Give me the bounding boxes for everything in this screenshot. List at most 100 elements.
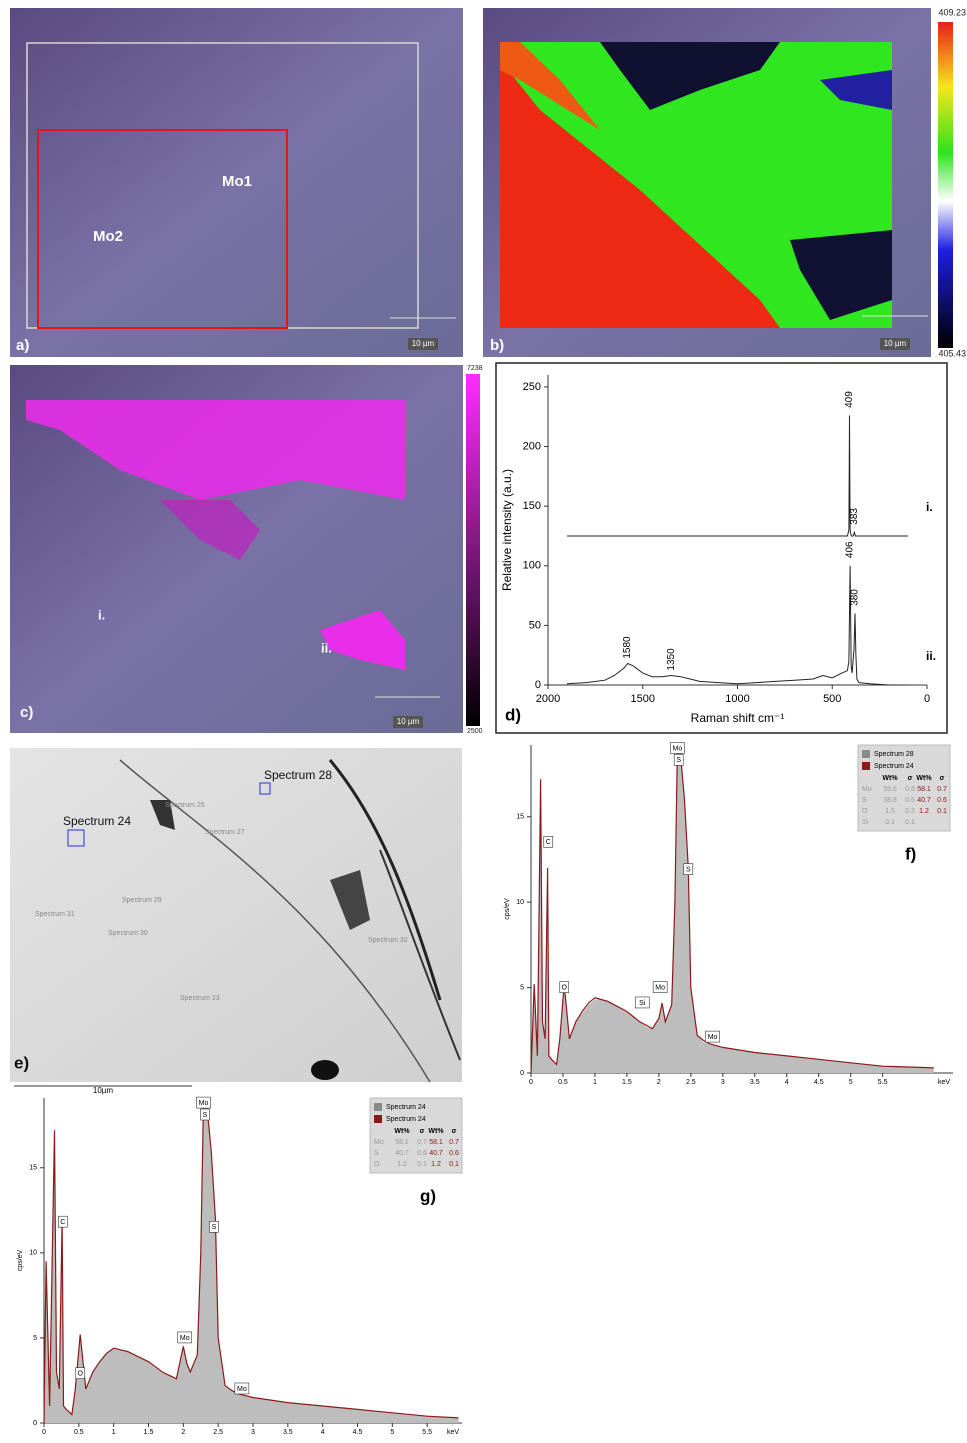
defect	[311, 1060, 339, 1080]
spectrum-label: Spectrum 25	[165, 802, 205, 809]
x-tick-label: 5	[849, 1079, 853, 1086]
table-header: Wt%	[428, 1128, 444, 1135]
x-tick-label: 1.5	[144, 1429, 154, 1436]
panel-label: e)	[14, 1053, 29, 1072]
legend-swatch	[862, 750, 870, 758]
x-axis-label: keV	[447, 1429, 459, 1436]
peak-label: Mo	[199, 1100, 209, 1107]
y-tick-label: 0	[520, 1070, 524, 1077]
peak-label-box	[652, 981, 668, 993]
y-tick-label: 10	[516, 899, 524, 906]
legend-box	[857, 744, 951, 832]
table-cell: 0.1	[417, 1161, 427, 1168]
peak-label: 409	[844, 391, 855, 408]
peak-label: 406	[845, 541, 856, 558]
table-cell: Mo	[862, 786, 872, 793]
x-tick-label: 5.5	[422, 1429, 432, 1436]
x-tick-label: 3	[251, 1429, 255, 1436]
x-tick-label: 0	[42, 1429, 46, 1436]
x-tick-label: 4.5	[353, 1429, 363, 1436]
peak-label: S	[686, 867, 691, 874]
table-cell: 1.2	[431, 1161, 441, 1168]
peak-label: C	[60, 1219, 65, 1226]
spectrum-label: Spectrum 28	[264, 768, 332, 782]
spectrum-label: Spectrum 23	[180, 995, 220, 1002]
peak-label: C	[546, 839, 551, 846]
legend-swatch	[374, 1115, 382, 1123]
x-tick-label: 1500	[631, 693, 655, 705]
panel-c: i. ii. 10 µm c) 7238 2500	[10, 365, 483, 735]
x-tick-label: 0	[529, 1079, 533, 1086]
table-cell: 40.7	[429, 1150, 443, 1157]
scale-box	[408, 338, 438, 350]
y-tick-label: 0	[33, 1420, 37, 1427]
x-tick-label: 2000	[536, 693, 560, 705]
table-header: σ	[420, 1128, 425, 1135]
peak-label: 1580	[622, 636, 633, 659]
y-axis-label: cps/eV	[17, 1249, 24, 1271]
legend-swatch	[862, 762, 870, 770]
panel-a: Mo1 Mo2 10 µm a)	[10, 8, 463, 357]
panel-label: a)	[16, 337, 29, 354]
heat-region	[790, 230, 892, 320]
peak-label-box	[177, 1331, 193, 1344]
table-cell: Mo	[374, 1139, 384, 1146]
peak-label-box	[634, 996, 650, 1009]
x-tick-label: 3	[721, 1079, 725, 1086]
y-tick-label: 150	[523, 500, 541, 512]
y-tick-label: 0	[535, 679, 541, 691]
peak-label-box	[196, 1096, 211, 1109]
intensity-region	[160, 500, 260, 560]
series-label: ii.	[926, 649, 936, 663]
table-header: σ	[452, 1128, 457, 1135]
peak-label-box	[543, 836, 554, 848]
intensity-region	[26, 400, 405, 500]
table-cell: O	[374, 1161, 380, 1168]
region-label: i.	[98, 607, 105, 622]
scratch	[379, 849, 461, 1061]
table-header: Wt%	[882, 775, 898, 782]
scale-label: 10 µm	[412, 339, 435, 348]
table-header: Wt%	[916, 775, 932, 782]
spectrum-label: Spectrum 30	[108, 930, 148, 937]
x-tick-label: 2	[657, 1079, 661, 1086]
y-tick-label: 200	[523, 440, 541, 452]
colorbar-max: 409.23	[938, 7, 966, 17]
spectrum-box	[259, 782, 271, 795]
table-cell: 0.7	[449, 1139, 459, 1146]
peak-label: Mo	[180, 1335, 190, 1342]
x-tick-label: 0.5	[558, 1079, 568, 1086]
y-tick-label: 100	[523, 560, 541, 572]
heat-region	[500, 42, 600, 130]
y-tick-label: 250	[523, 381, 541, 393]
colorbar-min: 405.43	[938, 348, 966, 358]
table-cell: O	[862, 808, 868, 815]
colorbar	[938, 22, 953, 348]
y-tick-label: 10	[29, 1250, 37, 1257]
x-tick-label: 3.5	[750, 1079, 760, 1086]
x-tick-label: 4	[785, 1079, 789, 1086]
panel-label: f)	[905, 844, 916, 863]
x-tick-label: 4	[321, 1429, 325, 1436]
peak-label: S	[203, 1112, 208, 1119]
legend-entry: Spectrum 24	[386, 1104, 426, 1111]
y-axis-label: Relative intensity (a.u.)	[500, 469, 514, 591]
spectrum-line	[566, 565, 908, 686]
peak-label: 383	[849, 508, 860, 525]
x-tick-label: 2.5	[213, 1429, 223, 1436]
panel-label: g)	[420, 1186, 436, 1205]
panel-label: d)	[505, 705, 521, 724]
colorbar-min: 2500	[467, 728, 483, 735]
scratch	[328, 759, 442, 1001]
scale-box	[393, 716, 423, 728]
table-header: σ	[908, 775, 913, 782]
peak-label-box	[209, 1221, 219, 1233]
peak-label-box	[559, 981, 570, 993]
x-tick-label: 1.5	[622, 1079, 632, 1086]
table-cell: 0.1	[905, 819, 915, 826]
table-cell: 0.1	[885, 819, 895, 826]
x-tick-label: 2.5	[686, 1079, 696, 1086]
table-cell: 0.6	[417, 1150, 427, 1157]
region-label: Mo2	[93, 228, 123, 245]
